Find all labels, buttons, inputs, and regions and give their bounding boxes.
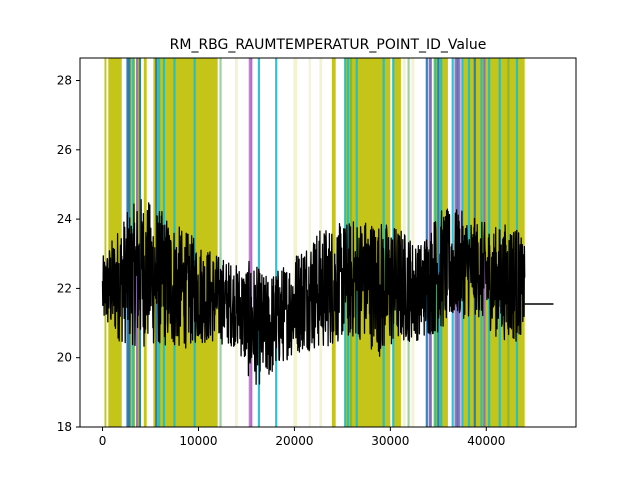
y-tick-label: 24 [57, 212, 72, 226]
y-tick-label: 18 [57, 420, 72, 434]
y-tick-label: 28 [57, 74, 72, 88]
y-tick-label: 26 [57, 143, 72, 157]
highlight-band-olive [108, 58, 122, 427]
x-axis: 0 10000 20000 30000 40000 [99, 427, 505, 448]
series-layer [101, 198, 554, 385]
highlight-band-light-olive [411, 58, 415, 427]
x-tick-label: 10000 [179, 434, 217, 448]
x-tick-label: 20000 [275, 434, 313, 448]
highlight-band-light-olive [308, 58, 311, 427]
highlight-band-light-olive [293, 58, 298, 427]
y-tick-label: 22 [57, 281, 72, 295]
highlight-band-olive [331, 58, 336, 427]
highlight-band-olive [104, 58, 107, 427]
highlight-band-olive [393, 58, 401, 427]
y-tick-label: 20 [57, 351, 72, 365]
y-axis: 18 20 22 24 26 28 [57, 74, 80, 434]
highlight-band-light-olive [234, 58, 238, 427]
plot-frame [79, 57, 577, 428]
x-tick-label: 30000 [371, 434, 409, 448]
temperature-series-line [101, 198, 526, 385]
chart-title: RM_RBG_RAUMTEMPERATUR_POINT_ID_Value [170, 37, 487, 53]
highlight-band-light-olive [319, 58, 323, 427]
x-tick-label: 0 [99, 434, 107, 448]
x-tick-label: 40000 [467, 434, 505, 448]
